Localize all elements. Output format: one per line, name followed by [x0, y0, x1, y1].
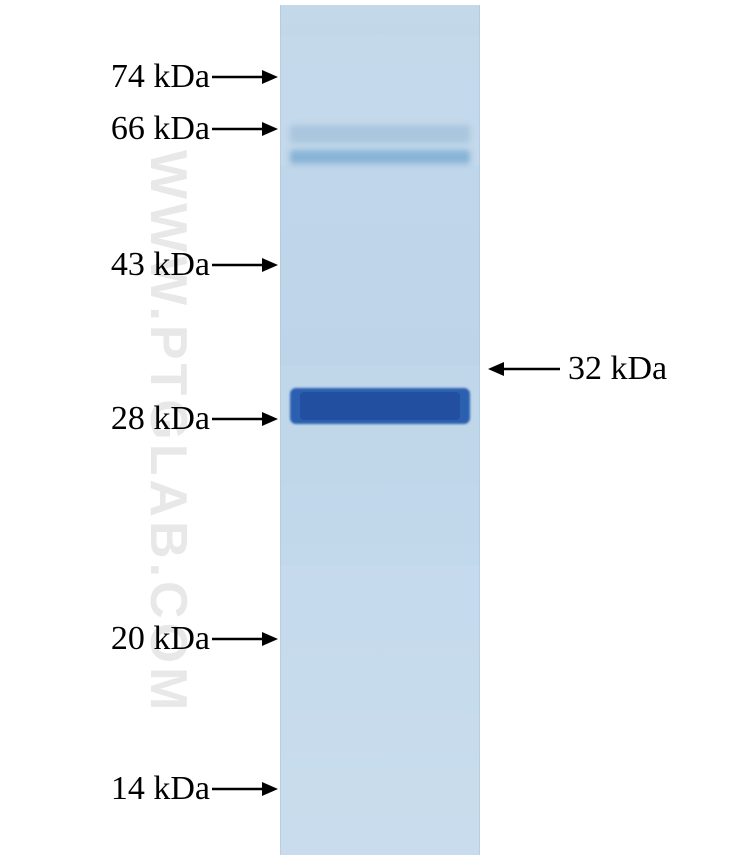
lane-shade [280, 35, 480, 165]
arrow-right-icon [212, 119, 278, 139]
mw-marker-label: 20 kDa [111, 620, 210, 658]
lane-shade [280, 5, 480, 35]
mw-marker: 66 kDa [0, 109, 278, 150]
mw-marker: 28 kDa [0, 399, 278, 440]
arrow-left-icon [488, 359, 560, 379]
protein-band [300, 392, 460, 420]
arrow-right-icon [212, 629, 278, 649]
arrow-right-icon [212, 67, 278, 87]
arrow-right-icon [212, 255, 278, 275]
lane-shade [280, 565, 480, 855]
lane-shade [280, 165, 480, 365]
mw-marker-label: 14 kDa [111, 770, 210, 808]
protein-band [290, 125, 470, 143]
mw-marker: 74 kDa [0, 57, 278, 98]
mw-marker-label: 66 kDa [111, 110, 210, 148]
target-band-label: 32 kDa [568, 350, 667, 388]
protein-band [290, 150, 470, 164]
mw-marker-label: 74 kDa [111, 58, 210, 96]
target-band-marker: 32 kDa [488, 349, 667, 390]
arrow-right-icon [212, 779, 278, 799]
mw-marker: 20 kDa [0, 619, 278, 660]
mw-marker-label: 28 kDa [111, 400, 210, 438]
gel-canvas: WWW.PTGLAB.COM74 kDa66 kDa43 kDa28 kDa20… [0, 0, 740, 866]
arrow-right-icon [212, 409, 278, 429]
mw-marker: 14 kDa [0, 769, 278, 810]
mw-marker-label: 43 kDa [111, 246, 210, 284]
mw-marker: 43 kDa [0, 245, 278, 286]
